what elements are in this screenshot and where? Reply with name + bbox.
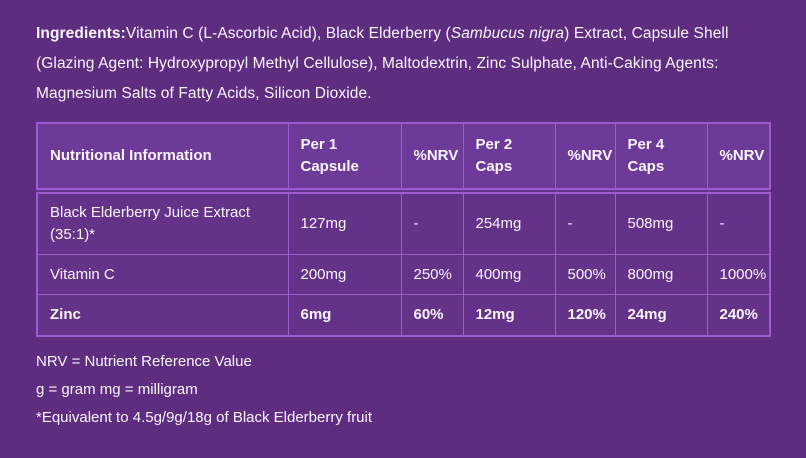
table-row-vitamin-c: Vitamin C 200mg 250% 400mg 500% 800mg 10… — [36, 254, 771, 295]
cell-value: 60% — [400, 294, 464, 337]
row-label: Zinc — [36, 294, 289, 337]
column-header-nrv-2: %NRV — [554, 122, 616, 194]
cell-value: 24mg — [614, 294, 708, 337]
cell-value: - — [554, 190, 616, 255]
ingredients-body: Vitamin C (L-Ascorbic Acid), Black Elder… — [125, 25, 451, 42]
cell-value: 400mg — [462, 254, 556, 295]
footnote-nrv-definition: NRV = Nutrient Reference Value — [36, 353, 252, 370]
cell-value: 127mg — [287, 190, 402, 255]
cell-value: 200mg — [287, 254, 402, 295]
nutrition-table: Nutritional Information Per 1 Capsule %N… — [36, 122, 771, 337]
column-header-nutritional-information: Nutritional Information — [36, 122, 289, 194]
cell-value: 254mg — [462, 190, 556, 255]
cell-value: 800mg — [614, 254, 708, 295]
column-header-per-1-capsule: Per 1 Capsule — [287, 122, 402, 194]
cell-value: 6mg — [287, 294, 402, 337]
column-header-per-2-caps: Per 2 Caps — [462, 122, 556, 194]
table-header-row: Nutritional Information Per 1 Capsule %N… — [36, 122, 771, 194]
row-label: Black Elderberry Juice Extract (35:1)* — [36, 190, 289, 255]
footnotes: NRV = Nutrient Reference Value g = gram … — [36, 348, 770, 432]
ingredients-latin-name: Sambucus nigra — [450, 25, 565, 42]
ingredients-text: Ingredients:Vitamin C (L-Ascorbic Acid),… — [36, 19, 770, 109]
ingredients-label: Ingredients: — [36, 25, 126, 42]
cell-value: 12mg — [462, 294, 556, 337]
cell-value: 508mg — [614, 190, 708, 255]
footnote-unit-definitions: g = gram mg = milligram — [36, 381, 198, 398]
cell-value: 120% — [554, 294, 616, 337]
table-row-zinc: Zinc 6mg 60% 12mg 120% 24mg 240% — [36, 294, 771, 337]
table-row-elderberry: Black Elderberry Juice Extract (35:1)* 1… — [36, 190, 771, 255]
column-header-nrv-1: %NRV — [400, 122, 464, 194]
cell-value: 240% — [706, 294, 771, 337]
cell-value: - — [400, 190, 464, 255]
footnote-equivalence: *Equivalent to 4.5g/9g/18g of Black Elde… — [36, 409, 373, 426]
cell-value: 500% — [554, 254, 616, 295]
ingredients-body-continued: ) Extract, Capsule Shell (Glazing Agent:… — [36, 25, 729, 102]
supplement-label: Ingredients:Vitamin C (L-Ascorbic Acid),… — [36, 19, 771, 432]
column-header-nrv-3: %NRV — [706, 122, 771, 194]
cell-value: 1000% — [706, 254, 771, 295]
column-header-per-4-caps: Per 4 Caps — [614, 122, 708, 194]
cell-value: 250% — [400, 254, 464, 295]
cell-value: - — [706, 190, 771, 255]
row-label: Vitamin C — [36, 254, 289, 295]
